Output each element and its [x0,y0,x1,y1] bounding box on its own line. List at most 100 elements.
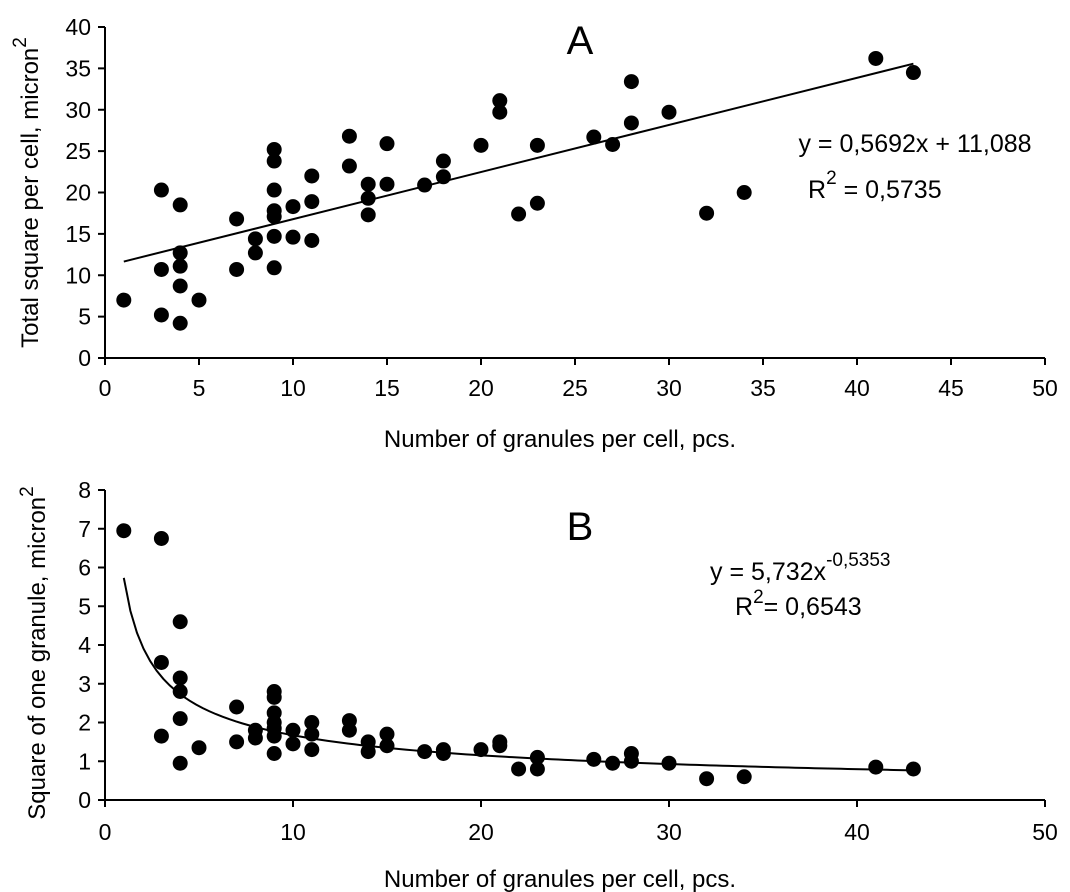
b-data-point [304,726,320,742]
b-data-point [229,699,245,715]
a-data-point [247,245,263,261]
a-y-tick-label: 5 [78,304,91,330]
b-data-point [605,755,621,771]
a-data-point [285,229,301,245]
a-data-point [529,195,545,211]
a-x-tick-label: 35 [750,375,776,401]
b-data-point [285,722,301,738]
a-data-point [266,153,282,169]
b-data-point [229,734,245,750]
a-x-tick-label: 45 [938,375,964,401]
a-data-point [360,190,376,206]
b-x-axis-title: Number of granules per cell, pcs. [384,866,736,892]
b-data-point [379,726,395,742]
a-data-point [341,128,357,144]
a-y-tick-label: 0 [78,345,91,371]
b-data-point [172,670,188,686]
a-data-point [379,176,395,192]
a-data-point [699,205,715,221]
a-y-axis-title: Total square per cell, micron2 [10,37,44,348]
a-data-point [492,104,508,120]
a-y-tick-label: 25 [65,138,91,164]
b-y-tick-label: 8 [78,477,91,503]
b-y-axis-title-sup: 2 [17,486,38,497]
b-x-tick-label: 10 [280,819,306,845]
b-y-tick-label: 3 [78,671,91,697]
a-data-point [191,292,207,308]
a-data-point [266,228,282,244]
a-data-point [623,115,639,131]
a-trendline [123,62,914,263]
panel-a-chart: 0 5 10 15 20 25 30 35 40 45 50 0 5 10 15 20 25 30 35 40 Numb… [10,14,1058,453]
a-x-tick-label: 50 [1032,375,1058,401]
a-data-point [172,258,188,274]
b-data-point [360,744,376,760]
a-data-point [172,278,188,294]
a-data-point [304,168,320,184]
b-data-point [341,722,357,738]
b-data-point [529,761,545,777]
b-x-tick-label: 30 [656,819,682,845]
b-x-tick-label: 40 [844,819,870,845]
b-r-squared-sup: 2 [753,587,764,608]
panel-b-chart: 0 10 20 30 40 50 0 1 2 3 4 5 6 7 8 Number of granules p… [17,477,1058,892]
a-x-tick-label: 10 [280,375,306,401]
b-data-point [304,742,320,758]
a-data-point [172,245,188,261]
a-data-point [360,207,376,223]
b-y-tick-label: 7 [78,516,91,542]
b-data-point [529,749,545,765]
a-data-point [360,176,376,192]
b-data-point [868,759,884,775]
a-data-point [304,232,320,248]
a-y-tick-label: 15 [65,221,91,247]
b-data-point [905,761,921,777]
a-equation: y = 0,5692x + 11,088 [798,130,1031,158]
b-data-point [511,761,527,777]
a-x-tick-label: 15 [374,375,400,401]
a-data-point [661,104,677,120]
b-y-tick-label: 1 [78,748,91,774]
b-panel-letter: B [567,505,594,549]
b-data-point [435,746,451,761]
a-x-tick-label: 0 [99,375,112,401]
a-data-point [266,260,282,276]
a-y-axis-title-sup: 2 [10,37,31,48]
a-y-tick-label: 35 [65,55,91,81]
b-data-point [172,684,188,699]
b-data-point [266,746,282,761]
b-equation-base: y = 5,732x [710,558,827,586]
a-data-point [586,129,602,145]
b-data-point [379,738,395,754]
a-data-point [116,292,132,308]
a-x-tick-label: 30 [656,375,682,401]
a-data-point [868,50,884,66]
b-data-point [661,755,677,771]
b-data-point [153,728,169,744]
b-r-squared-label: R [735,593,753,621]
b-x-tick-label: 20 [468,819,494,845]
b-data-point [172,614,188,630]
a-data-point [153,261,169,277]
b-data-point [191,740,207,756]
a-data-point [736,185,752,200]
b-equation: y = 5,732x-0,5353 [710,550,891,586]
b-y-tick-label: 0 [78,787,91,813]
a-y-tick-label: 10 [65,262,91,288]
b-data-point [266,728,282,744]
a-data-point [266,182,282,198]
a-data-point [417,177,433,193]
a-x-tick-label: 20 [468,375,494,401]
b-data-point [247,730,263,746]
b-data-point [153,654,169,670]
b-data-point [172,711,188,727]
a-x-tick-label: 40 [844,375,870,401]
b-data-point [153,530,169,546]
a-data-point [153,182,169,198]
a-data-point [266,208,282,224]
a-data-point [341,158,357,174]
a-y-tick-label: 20 [65,180,91,206]
a-data-point [172,315,188,331]
b-data-point [172,755,188,771]
b-data-point [266,689,282,705]
